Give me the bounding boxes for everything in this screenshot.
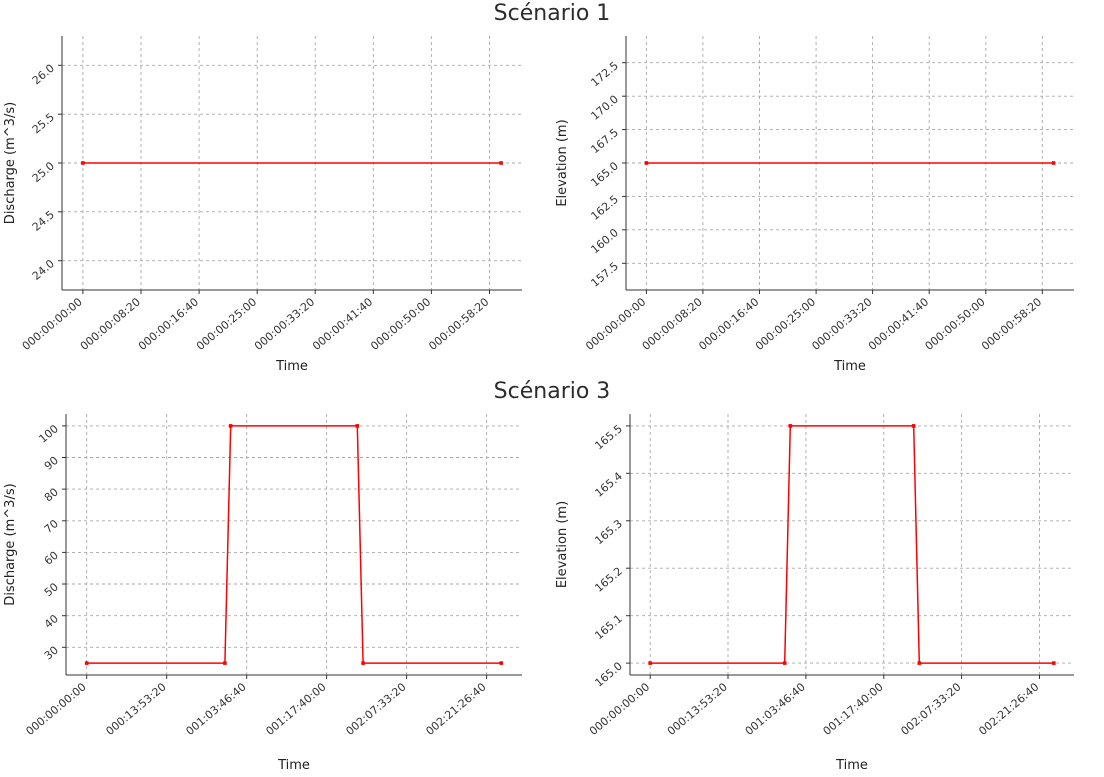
y-tick-label: 165.3	[592, 517, 624, 547]
y-tick-label: 70	[42, 517, 61, 536]
chart-scenario1-discharge: 000:00:00:00000:00:08:20000:00:16:40000:…	[0, 28, 552, 378]
x-tick-label: 002:07:33:20	[343, 680, 408, 738]
series-marker	[917, 661, 922, 665]
y-axis-label: Discharge (m^3/s)	[3, 483, 18, 605]
x-tick-label: 002:21:26:40	[976, 680, 1041, 738]
series-marker	[499, 161, 503, 165]
series-marker	[81, 161, 85, 165]
y-tick-label: 165.0	[592, 659, 624, 689]
y-tick-label: 170.0	[588, 93, 620, 123]
x-tick-label: 000:00:00:00	[24, 680, 89, 738]
y-tick-label: 24.0	[30, 257, 57, 283]
x-tick-label: 002:07:33:20	[898, 680, 963, 738]
x-tick-label: 000:00:16:40	[696, 295, 761, 353]
x-tick-label: 002:21:26:40	[423, 680, 488, 738]
y-axis-label: Elevation (m)	[555, 119, 570, 206]
y-tick-label: 162.5	[588, 193, 620, 223]
y-tick-label: 165.5	[592, 422, 624, 452]
x-tick-label: 000:00:58:20	[979, 295, 1044, 353]
series-marker	[1052, 661, 1056, 665]
x-tick-label: 001:17:40:00	[821, 680, 886, 738]
y-tick-label: 30	[42, 644, 61, 663]
chart-scenario3-discharge: 000:00:00:00 000:13:53:20 001:03:46:40 001:…	[0, 406, 552, 777]
x-axis-label: Time	[277, 758, 310, 773]
y-tick-label: 100	[36, 422, 60, 445]
series-marker	[228, 424, 233, 428]
y-tick-label: 80	[42, 485, 61, 504]
y-tick-label: 167.5	[588, 126, 620, 156]
x-tick-label: 000:00:08:20	[78, 295, 143, 353]
x-axis-label: Time	[275, 359, 308, 374]
y-tick-label: 50	[42, 580, 61, 599]
x-tick-label: 000:00:41:40	[310, 295, 375, 353]
scenario3-row: 000:00:00:00 000:13:53:20 001:03:46:40 001:…	[0, 406, 1104, 777]
x-tick-label: 000:00:33:20	[809, 295, 874, 353]
scenario1-row: 000:00:00:00 000:00:08:20 000:00:16:40 000:…	[0, 28, 1104, 378]
x-tick-label: 000:00:41:40	[866, 295, 931, 353]
y-tick-label: 24.5	[30, 208, 57, 234]
x-tick-label: 000:00:58:20	[426, 295, 491, 353]
series-marker	[84, 661, 89, 665]
x-tick-label: 000:00:50:00	[923, 295, 988, 353]
x-tick-label: 001:03:46:40	[184, 680, 249, 738]
series-marker	[355, 424, 360, 428]
y-tick-label: 172.5	[588, 59, 620, 89]
series-marker	[911, 424, 916, 428]
x-tick-label: 000:00:25:00	[194, 295, 259, 353]
chart-scenario3-elevation: 000:00:00:00 000:13:53:20 001:03:46:40 001:…	[552, 406, 1104, 777]
x-tick-label: 000:00:00:00	[583, 295, 648, 353]
y-tick-label: 25.0	[30, 159, 57, 185]
series-marker	[499, 661, 504, 665]
series-marker	[788, 424, 793, 428]
series-line	[650, 425, 1054, 664]
x-axis-label: Time	[835, 758, 868, 773]
x-tick-label: 001:17:40:00	[263, 680, 328, 738]
y-tick-label: 160.0	[588, 226, 620, 256]
chart-scenario1-elevation: 000:00:00:00000:00:08:20000:00:16:40000:…	[552, 28, 1104, 378]
y-tick-label: 25.5	[30, 111, 57, 137]
x-tick-label: 000:13:53:20	[665, 680, 730, 738]
series-marker	[361, 661, 365, 665]
x-tick-label: 000:00:08:20	[640, 295, 705, 353]
y-tick-label: 165.4	[592, 470, 624, 500]
series-marker	[782, 661, 787, 665]
y-tick-label: 165.1	[592, 612, 624, 642]
series-marker	[648, 661, 652, 665]
scenario1-title: Scénario 1	[493, 1, 611, 26]
y-tick-label: 60	[42, 549, 61, 568]
y-axis-label: Discharge (m^3/s)	[3, 102, 18, 224]
series-marker	[223, 661, 227, 665]
x-tick-label: 000:00:33:20	[252, 295, 317, 353]
y-tick-label: 157.5	[588, 260, 620, 290]
y-axis-label: Elevation (m)	[555, 501, 570, 588]
y-tick-label: 165.2	[592, 565, 624, 595]
x-tick-label: 000:00:16:40	[136, 295, 201, 353]
x-tick-label: 000:00:00:00	[587, 680, 652, 738]
x-tick-label: 001:03:46:40	[743, 680, 808, 738]
y-tick-label: 40	[42, 612, 61, 631]
x-tick-label: 000:00:50:00	[368, 295, 433, 353]
series-line	[86, 425, 502, 664]
x-axis-label: Time	[833, 359, 866, 374]
x-tick-label: 000:00:25:00	[753, 295, 818, 353]
scenario3-title: Scénario 3	[493, 379, 611, 404]
y-tick-label: 165.0	[588, 159, 620, 189]
y-tick-label: 26.0	[30, 62, 57, 88]
x-tick-label: 000:00:00:00	[20, 295, 85, 353]
series-marker	[644, 161, 649, 165]
y-tick-label: 90	[42, 454, 61, 473]
x-tick-label: 000:13:53:20	[104, 680, 169, 738]
series-marker	[1051, 161, 1056, 165]
